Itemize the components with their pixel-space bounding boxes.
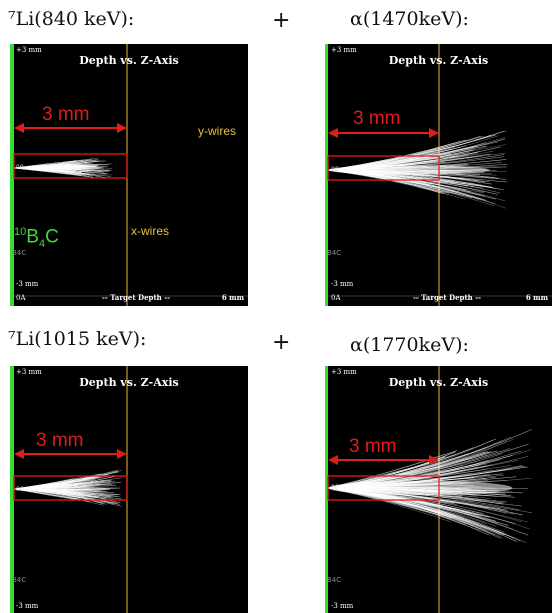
plus-sign-bottom: + xyxy=(272,330,291,355)
y-axis-bottom-label: -3 mm xyxy=(16,602,39,610)
particle-tracks xyxy=(13,157,113,179)
plot-graphics xyxy=(325,366,533,613)
x-axis-middle-label: -- Target Depth -- xyxy=(102,293,171,302)
plot-li-840: +3 mm Depth vs. Z-Axis 3 mm y-wires x-wi… xyxy=(10,44,248,306)
range-box xyxy=(13,153,128,179)
b4c-layer xyxy=(10,366,14,613)
b4c-side-text: B4C xyxy=(327,576,342,584)
zero-marker: 00 xyxy=(331,166,339,173)
plot-title: Depth vs. Z-Axis xyxy=(388,54,489,67)
zero-marker: 00 xyxy=(16,486,24,493)
y-axis-bottom-label: -3 mm xyxy=(331,280,354,288)
b4c-material-label: 10B4C xyxy=(14,226,59,251)
particle-track xyxy=(327,487,517,542)
x-axis-right-label: 6 mm xyxy=(221,293,244,302)
range-arrow-head-left xyxy=(14,449,24,459)
b4c-layer xyxy=(325,366,328,613)
plus-sign-top: + xyxy=(272,8,291,33)
plot-title: Depth vs. Z-Axis xyxy=(79,54,179,67)
b4c-side-text: B4C xyxy=(12,249,27,257)
b4c-side-text: B4C xyxy=(12,576,27,584)
range-arrow-head-right xyxy=(429,128,439,138)
plot-graphics xyxy=(325,44,552,306)
x-axis-left-label: 0A xyxy=(16,294,26,302)
range-arrow-head-right xyxy=(117,449,127,459)
caption-li-840: ⁷Li(840 keV): xyxy=(8,8,135,30)
particle-tracks xyxy=(327,130,508,209)
particle-tracks xyxy=(13,469,122,507)
range-label: 3 mm xyxy=(42,104,90,125)
range-label: 3 mm xyxy=(36,430,84,451)
plot-li-1015: +3 mm Depth vs. Z-Axis 3 mm 00 B4C -3 mm xyxy=(10,366,248,613)
plot-title: Depth vs. Z-Axis xyxy=(79,376,179,389)
range-label: 3 mm xyxy=(349,436,397,457)
b4c-layer xyxy=(325,44,328,306)
range-arrow-head-right xyxy=(429,455,439,465)
range-arrow-head-right xyxy=(117,123,127,133)
caption-alpha-1470: α(1470keV): xyxy=(350,8,469,30)
plot-graphics xyxy=(10,44,248,306)
y-axis-top-label: +3 mm xyxy=(16,368,42,376)
plot-graphics xyxy=(10,366,128,613)
y-axis-bottom-label: -3 mm xyxy=(331,602,354,610)
x-wires-label: x-wires xyxy=(131,224,169,238)
track-core xyxy=(328,165,490,175)
caption-alpha-1770: α(1770keV): xyxy=(350,334,469,356)
range-arrow-head-left xyxy=(14,123,24,133)
x-axis-left-label: 0A xyxy=(331,294,341,302)
plot-alpha-1770: +3 mm Depth vs. Z-Axis 3 mm 00 B4C -3 mm xyxy=(325,366,552,613)
y-axis-top-label: +3 mm xyxy=(16,46,42,54)
range-box xyxy=(327,475,440,501)
track-core xyxy=(328,480,513,496)
y-axis-top-label: +3 mm xyxy=(331,368,357,376)
caption-li-1015: ⁷Li(1015 keV): xyxy=(8,328,147,350)
y-axis-bottom-label: -3 mm xyxy=(16,280,39,288)
range-box xyxy=(327,155,440,181)
y-wires-label: y-wires xyxy=(198,124,236,138)
b4c-layer xyxy=(10,44,14,306)
track-core xyxy=(14,486,112,492)
x-axis-middle-label: -- Target Depth -- xyxy=(413,293,482,302)
x-axis-right-label: 6 mm xyxy=(525,293,548,302)
particle-tracks xyxy=(327,429,533,544)
range-label: 3 mm xyxy=(353,108,401,129)
plot-alpha-1470: +3 mm Depth vs. Z-Axis 3 mm 00 B4C -3 mm… xyxy=(325,44,552,306)
zero-marker: 00 xyxy=(16,164,24,171)
y-axis-top-label: +3 mm xyxy=(331,46,357,54)
range-arrow-head-left xyxy=(328,128,338,138)
range-box xyxy=(13,475,128,501)
range-arrow-head-left xyxy=(328,455,338,465)
zero-marker: 00 xyxy=(331,484,339,491)
track-core xyxy=(14,166,104,170)
b4c-side-text: B4C xyxy=(327,249,342,257)
plot-title: Depth vs. Z-Axis xyxy=(388,376,489,389)
